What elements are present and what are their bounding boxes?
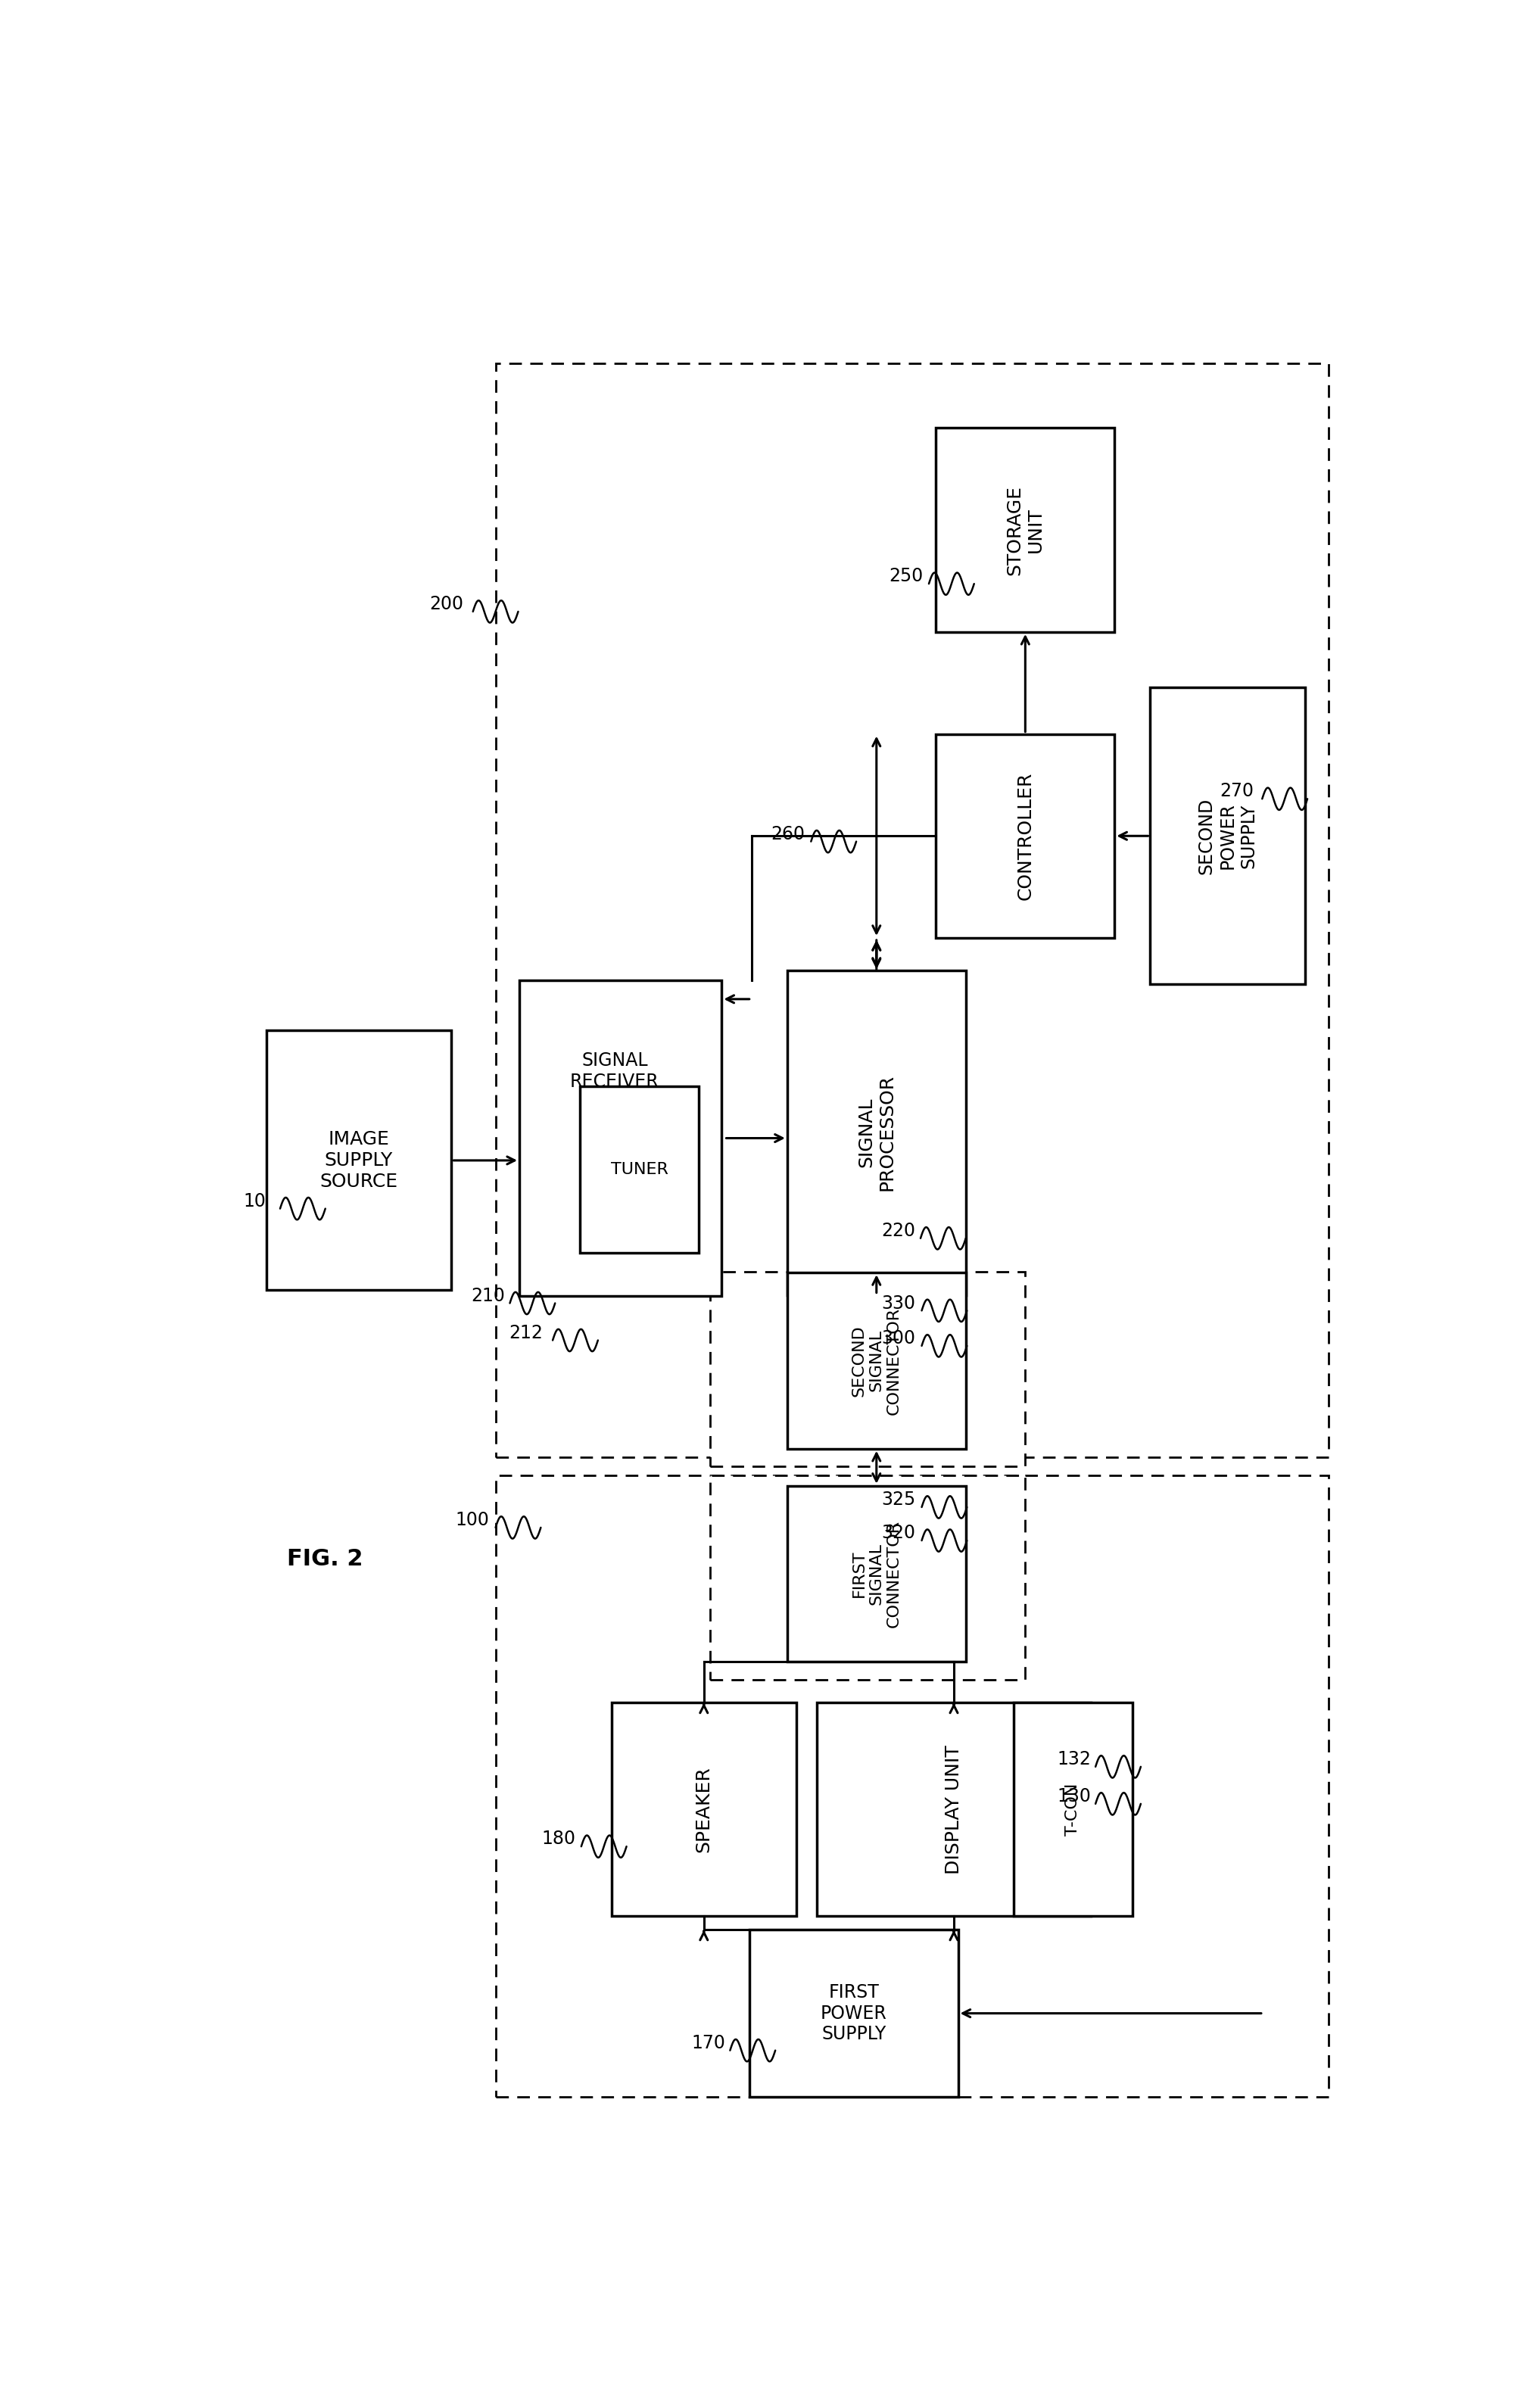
Text: 325: 325	[882, 1491, 915, 1510]
Bar	[581, 1086, 699, 1252]
Text: CONTROLLER: CONTROLLER	[1017, 773, 1034, 901]
Text: 270: 270	[1220, 783, 1253, 799]
Text: 260: 260	[771, 826, 805, 843]
Text: SPEAKER: SPEAKER	[694, 1767, 713, 1852]
Bar	[519, 980, 722, 1296]
Bar	[1014, 1702, 1132, 1917]
Bar	[786, 1486, 966, 1662]
Bar	[496, 1476, 1329, 2097]
Bar	[786, 1271, 966, 1450]
Text: STORAGE
UNIT: STORAGE UNIT	[1006, 484, 1044, 576]
Text: 100: 100	[456, 1512, 490, 1529]
Bar	[817, 1702, 1091, 1917]
Text: FIRST
SIGNAL
CONNECTOR: FIRST SIGNAL CONNECTOR	[851, 1519, 902, 1628]
Text: DISPLAY UNIT: DISPLAY UNIT	[945, 1746, 963, 1873]
Bar	[710, 1271, 1026, 1466]
Bar	[496, 364, 1329, 1457]
Text: 300: 300	[882, 1329, 915, 1348]
Text: 10: 10	[243, 1192, 266, 1211]
Text: 320: 320	[882, 1524, 915, 1541]
Text: FIG. 2: FIG. 2	[287, 1548, 364, 1570]
Text: SECOND
POWER
SUPPLY: SECOND POWER SUPPLY	[1198, 797, 1258, 874]
Text: IMAGE
SUPPLY
SOURCE: IMAGE SUPPLY SOURCE	[319, 1129, 398, 1190]
Text: 220: 220	[882, 1221, 915, 1240]
Text: FIRST
POWER
SUPPLY: FIRST POWER SUPPLY	[820, 1984, 888, 2044]
Bar	[710, 1476, 1026, 1681]
Text: 180: 180	[541, 1830, 576, 1847]
Text: TUNER: TUNER	[611, 1163, 668, 1178]
Bar	[786, 970, 966, 1296]
Text: SIGNAL
RECEIVER: SIGNAL RECEIVER	[570, 1052, 659, 1091]
Text: 330: 330	[882, 1293, 915, 1312]
Text: 210: 210	[472, 1286, 505, 1305]
Bar	[1150, 689, 1306, 985]
Text: 132: 132	[1057, 1751, 1091, 1767]
Bar	[935, 429, 1115, 631]
Text: 130: 130	[1057, 1787, 1091, 1806]
Text: SIGNAL
PROCESSOR: SIGNAL PROCESSOR	[857, 1074, 895, 1192]
Text: 170: 170	[691, 2035, 725, 2052]
Text: 250: 250	[889, 568, 923, 585]
Bar	[266, 1031, 452, 1291]
Bar	[750, 1929, 958, 2097]
Text: SECOND
SIGNAL
CONNECTOR: SECOND SIGNAL CONNECTOR	[851, 1308, 902, 1413]
Text: 212: 212	[510, 1324, 544, 1341]
Bar	[935, 734, 1115, 937]
Text: 200: 200	[430, 595, 464, 614]
Bar	[611, 1702, 796, 1917]
Text: T-CON: T-CON	[1066, 1782, 1080, 1835]
